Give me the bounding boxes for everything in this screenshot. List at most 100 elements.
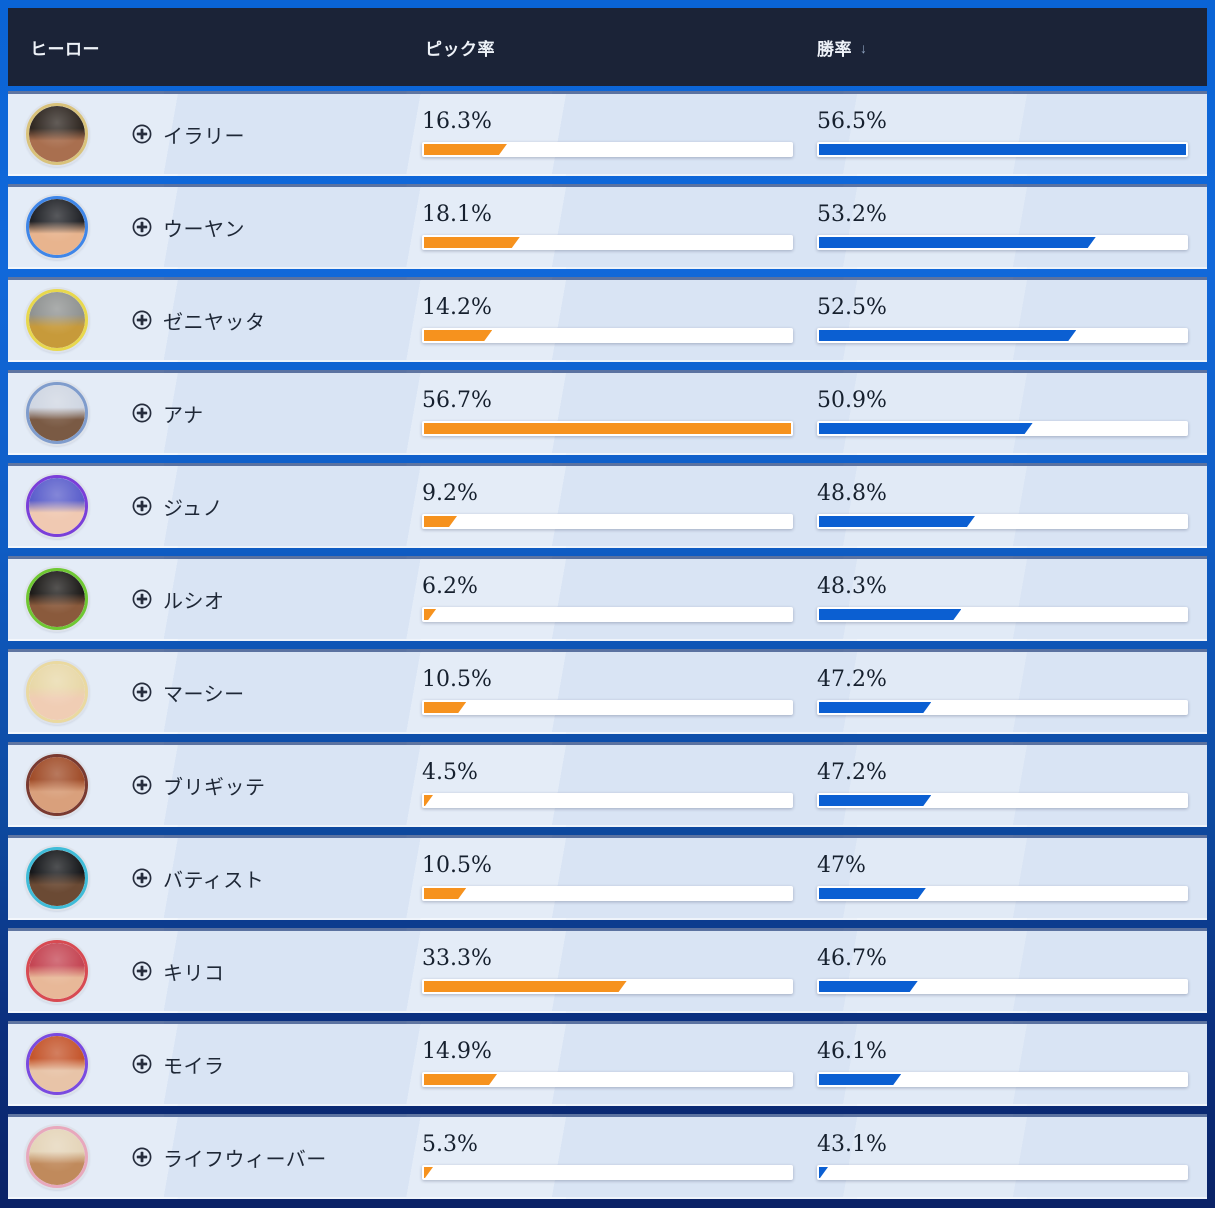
table-header: ヒーロー ピック率 勝率 ↓	[8, 8, 1207, 86]
hero-avatar	[26, 661, 88, 723]
expand-plus-icon[interactable]	[132, 217, 152, 237]
pick-rate-cell: 33.3%	[422, 948, 793, 994]
hero-name: モイラ	[163, 1055, 225, 1078]
win-rate-bar-fill	[819, 330, 1076, 341]
pick-rate-bar-track	[422, 793, 793, 808]
win-rate-value: 47%	[817, 853, 866, 878]
pick-rate-cell: 4.5%	[422, 762, 793, 808]
sort-desc-icon: ↓	[860, 40, 868, 56]
hero-name: ジュノ	[163, 497, 224, 520]
pick-rate-bar-track	[422, 1072, 793, 1087]
expand-plus-icon[interactable]	[132, 1147, 152, 1167]
pick-rate-value: 4.5%	[422, 760, 478, 785]
expand-plus-icon[interactable]	[132, 124, 152, 144]
pick-rate-cell: 9.2%	[422, 483, 793, 529]
win-rate-value: 46.1%	[817, 1039, 887, 1064]
win-rate-bar-fill	[819, 1074, 901, 1085]
expand-plus-icon[interactable]	[132, 496, 152, 516]
hero-portrait-image	[29, 943, 85, 999]
hero-avatar	[26, 568, 88, 630]
win-rate-cell: 48.3%	[817, 576, 1188, 622]
win-rate-bar-track	[817, 979, 1188, 994]
pick-rate-cell: 56.7%	[422, 390, 793, 436]
pick-rate-bar-fill	[424, 795, 433, 806]
win-rate-cell: 47.2%	[817, 669, 1188, 715]
win-rate-bar-track	[817, 142, 1188, 157]
hero-portrait-image	[29, 664, 85, 720]
expand-plus-icon[interactable]	[132, 310, 152, 330]
hero-row[interactable]: ウーヤン 18.1% 53.2%	[8, 184, 1207, 269]
win-rate-bar-fill	[819, 516, 975, 527]
expand-plus-icon[interactable]	[132, 868, 152, 888]
hero-cell: キリコ	[8, 940, 415, 1002]
pick-rate-value: 14.9%	[422, 1039, 492, 1064]
pick-rate-cell: 10.5%	[422, 669, 793, 715]
hero-row[interactable]: モイラ 14.9% 46.1%	[8, 1021, 1207, 1106]
hero-row[interactable]: マーシー 10.5% 47.2%	[8, 649, 1207, 734]
hero-cell: ウーヤン	[8, 196, 415, 258]
win-rate-value: 47.2%	[817, 667, 887, 692]
hero-portrait-image	[29, 850, 85, 906]
hero-name: ルシオ	[163, 590, 225, 613]
hero-avatar	[26, 1126, 88, 1188]
hero-cell: イラリー	[8, 103, 415, 165]
hero-row[interactable]: ルシオ 6.2% 48.3%	[8, 556, 1207, 641]
hero-portrait-image	[29, 106, 85, 162]
pick-rate-bar-track	[422, 607, 793, 622]
hero-avatar	[26, 940, 88, 1002]
pick-rate-bar-fill	[424, 609, 436, 620]
hero-avatar	[26, 196, 88, 258]
column-header-win-rate[interactable]: 勝率 ↓	[810, 35, 1207, 60]
pick-rate-bar-track	[422, 514, 793, 529]
hero-avatar	[26, 103, 88, 165]
expand-plus-icon[interactable]	[132, 961, 152, 981]
hero-avatar	[26, 754, 88, 816]
win-rate-bar-track	[817, 235, 1188, 250]
hero-row[interactable]: バティスト 10.5% 47%	[8, 835, 1207, 920]
win-rate-value: 43.1%	[817, 1132, 887, 1157]
hero-name: アナ	[163, 404, 204, 427]
hero-row[interactable]: ブリギッテ 4.5% 47.2%	[8, 742, 1207, 827]
hero-row[interactable]: イラリー 16.3% 56.5%	[8, 91, 1207, 176]
hero-row[interactable]: キリコ 33.3% 46.7%	[8, 928, 1207, 1013]
hero-cell: ライフウィーバー	[8, 1126, 415, 1188]
win-rate-cell: 46.7%	[817, 948, 1188, 994]
pick-rate-value: 6.2%	[422, 574, 478, 599]
expand-plus-icon[interactable]	[132, 403, 152, 423]
win-rate-cell: 48.8%	[817, 483, 1188, 529]
win-rate-bar-track	[817, 514, 1188, 529]
column-header-pick-rate[interactable]: ピック率	[425, 39, 495, 59]
pick-rate-value: 5.3%	[422, 1132, 478, 1157]
hero-name: キリコ	[163, 962, 225, 985]
hero-row[interactable]: アナ 56.7% 50.9%	[8, 370, 1207, 455]
hero-row[interactable]: ライフウィーバー 5.3% 43.1%	[8, 1114, 1207, 1199]
hero-name: ブリギッテ	[163, 776, 266, 799]
win-rate-value: 50.9%	[817, 388, 887, 413]
win-rate-value: 48.8%	[817, 481, 887, 506]
hero-portrait-image	[29, 385, 85, 441]
pick-rate-cell: 5.3%	[422, 1134, 793, 1180]
column-header-hero[interactable]: ヒーロー	[30, 39, 100, 59]
win-rate-bar-track	[817, 607, 1188, 622]
expand-plus-icon[interactable]	[132, 589, 152, 609]
expand-plus-icon[interactable]	[132, 682, 152, 702]
win-rate-cell: 50.9%	[817, 390, 1188, 436]
expand-plus-icon[interactable]	[132, 775, 152, 795]
win-rate-bar-fill	[819, 237, 1096, 248]
win-rate-value: 53.2%	[817, 202, 887, 227]
win-rate-cell: 47.2%	[817, 762, 1188, 808]
win-rate-bar-fill	[819, 981, 918, 992]
win-rate-bar-track	[817, 1072, 1188, 1087]
hero-cell: ゼニヤッタ	[8, 289, 415, 351]
pick-rate-bar-track	[422, 328, 793, 343]
hero-name: イラリー	[163, 125, 245, 148]
hero-avatar	[26, 289, 88, 351]
pick-rate-bar-fill	[424, 888, 466, 899]
hero-name: ウーヤン	[163, 218, 245, 241]
expand-plus-icon[interactable]	[132, 1054, 152, 1074]
hero-row[interactable]: ゼニヤッタ 14.2% 52.5%	[8, 277, 1207, 362]
hero-name: ライフウィーバー	[163, 1148, 327, 1171]
hero-row[interactable]: ジュノ 9.2% 48.8%	[8, 463, 1207, 548]
win-rate-bar-fill	[819, 144, 1186, 155]
